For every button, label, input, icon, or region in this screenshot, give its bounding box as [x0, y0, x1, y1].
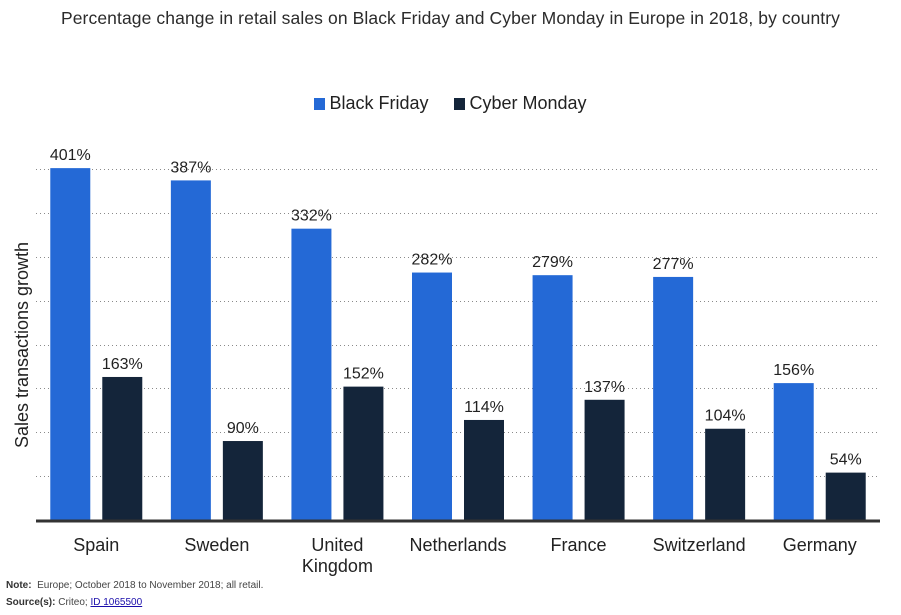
bars: [50, 168, 866, 521]
legend: Black Friday Cyber Monday: [0, 93, 901, 114]
source-label: Source(s):: [6, 597, 56, 608]
data-label-cyber-monday: 114%: [464, 399, 504, 416]
data-label-black-friday: 401%: [50, 147, 91, 164]
data-label-black-friday: 277%: [653, 256, 694, 273]
x-tick-label: United Kingdom: [302, 535, 373, 576]
data-label-cyber-monday: 90%: [227, 420, 259, 437]
footer-source: Source(s): Criteo; ID 1065500: [6, 597, 142, 608]
legend-swatch-black-friday: [314, 97, 326, 110]
data-label-black-friday: 156%: [773, 362, 814, 379]
legend-label-cyber-monday: Cyber Monday: [469, 93, 587, 113]
x-tick-label: Sweden: [184, 535, 249, 555]
legend-item-cyber-monday[interactable]: Cyber Monday: [454, 93, 587, 114]
legend-label-black-friday: Black Friday: [329, 93, 429, 113]
footer-note: Note: Europe; October 2018 to November 2…: [6, 580, 263, 591]
y-axis-label: Sales transactions growth: [12, 242, 32, 448]
bar-cyber-monday[interactable]: [102, 376, 143, 520]
data-label-cyber-monday: 152%: [343, 366, 384, 383]
bar-black-friday[interactable]: [773, 383, 814, 520]
bar-cyber-monday[interactable]: [825, 472, 866, 520]
data-label-black-friday: 387%: [170, 159, 211, 176]
legend-swatch-cyber-monday: [454, 97, 466, 110]
bar-black-friday[interactable]: [653, 276, 694, 520]
x-tick-label: Switzerland: [653, 535, 746, 555]
bar-black-friday[interactable]: [50, 168, 91, 520]
bar-black-friday[interactable]: [532, 275, 573, 520]
data-label-black-friday: 282%: [412, 252, 453, 269]
x-tick-label: Germany: [783, 535, 857, 555]
gridlines: [36, 169, 880, 477]
legend-item-black-friday[interactable]: Black Friday: [314, 93, 428, 114]
bar-cyber-monday[interactable]: [343, 386, 384, 520]
bar-cyber-monday[interactable]: [584, 399, 625, 520]
bar-black-friday[interactable]: [291, 228, 332, 521]
x-axis: Spain Sweden United Kingdom Netherlands Franc…: [36, 519, 880, 576]
bar-cyber-monday[interactable]: [705, 428, 746, 520]
data-labels: 401% 163% 387% 90% 332% 152% 282% 114% 279% 137% 2…: [50, 147, 862, 468]
data-label-cyber-monday: 54%: [830, 452, 862, 469]
note-text: Europe; October 2018 to November 2018; a…: [37, 580, 264, 591]
bar-cyber-monday[interactable]: [464, 419, 504, 520]
data-label-cyber-monday: 137%: [584, 379, 625, 396]
note-label: Note:: [6, 580, 32, 591]
source-link[interactable]: ID 1065500: [90, 597, 143, 608]
bar-black-friday[interactable]: [170, 180, 211, 520]
data-label-black-friday: 332%: [291, 208, 332, 225]
bar-cyber-monday[interactable]: [222, 441, 263, 520]
bar-black-friday[interactable]: [412, 272, 452, 520]
data-label-black-friday: 279%: [532, 254, 573, 271]
chart-title: Percentage change in retail sales on Bla…: [60, 8, 841, 28]
x-tick-label: Spain: [73, 535, 119, 555]
x-tick-label: Netherlands: [409, 535, 506, 555]
source-text: Criteo;: [58, 597, 88, 608]
data-label-cyber-monday: 163%: [102, 356, 143, 373]
x-tick-label: France: [551, 535, 607, 555]
data-label-cyber-monday: 104%: [705, 408, 746, 425]
